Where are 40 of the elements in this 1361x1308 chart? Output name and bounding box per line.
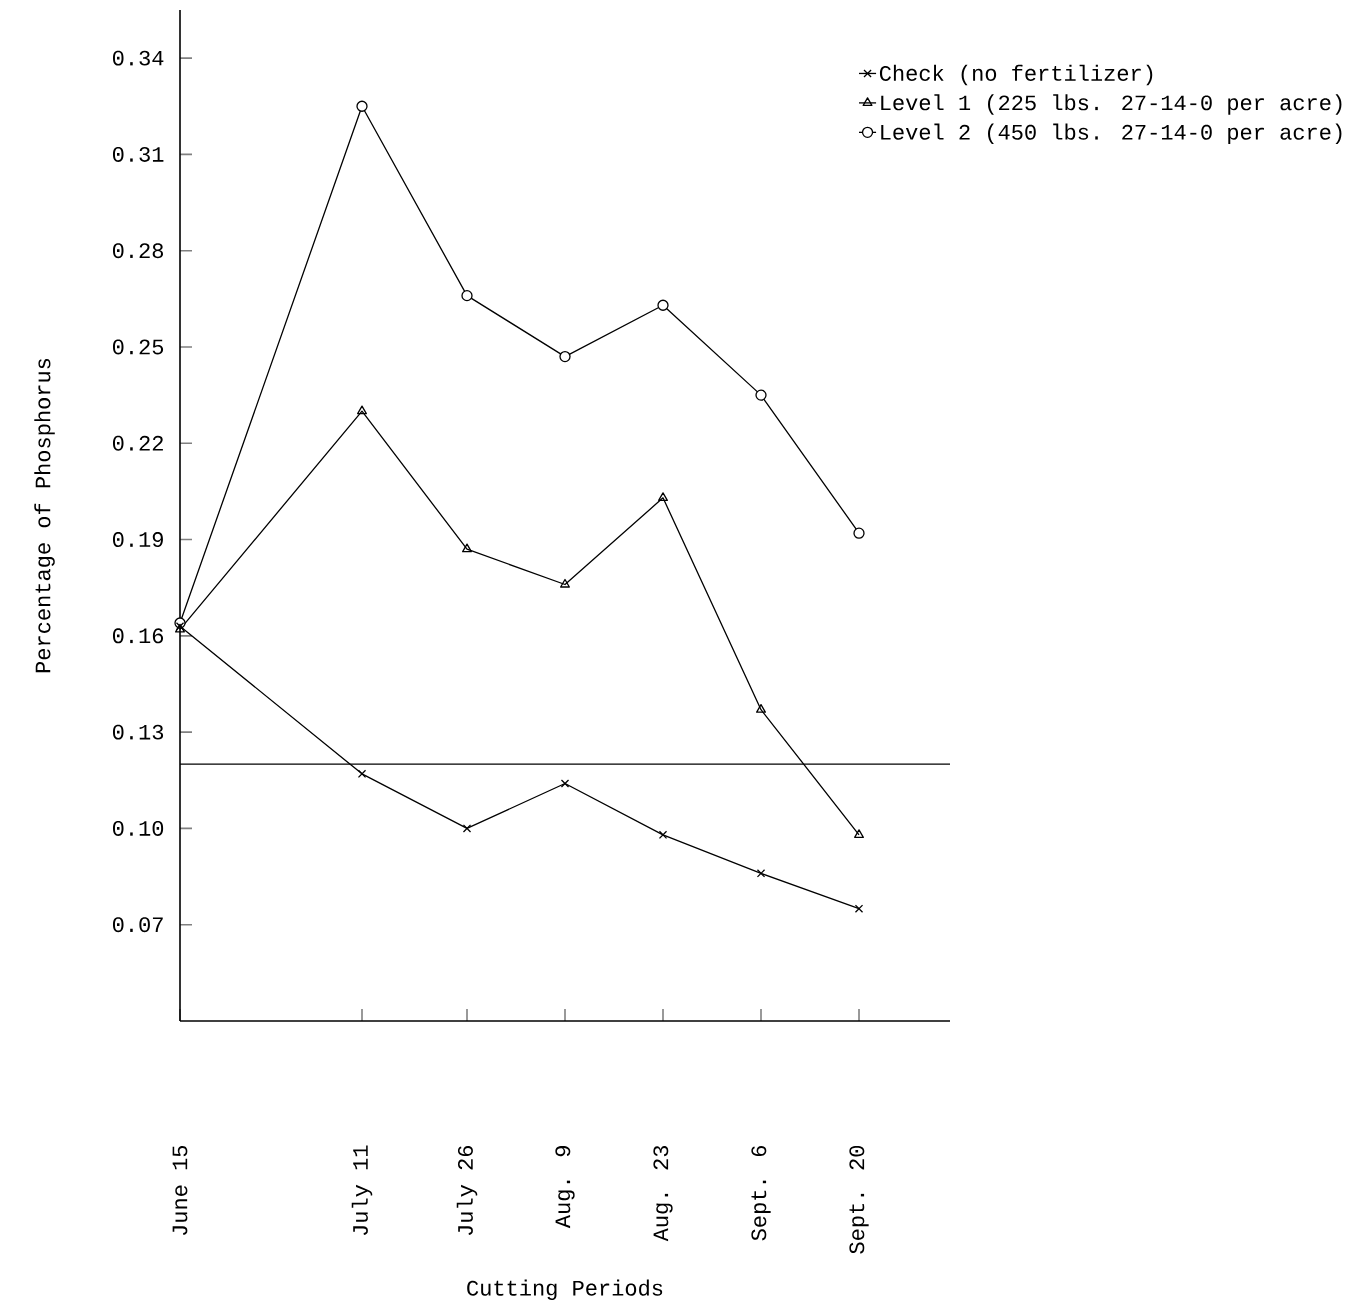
y-tick-label: 0.07 xyxy=(112,917,163,933)
point xyxy=(462,543,472,553)
point xyxy=(756,704,766,713)
point xyxy=(854,829,864,838)
y-axis-title: Percentage of Phosphorus xyxy=(34,358,55,673)
y-tick-label: 0.19 xyxy=(112,532,163,548)
y-tick-label: 0.16 xyxy=(112,628,164,644)
point xyxy=(854,904,864,913)
point xyxy=(356,100,368,112)
legend-label: Check (no fertilizer) xyxy=(879,64,1153,86)
x-axis-title: Cutting Periods xyxy=(467,1279,663,1301)
point xyxy=(560,779,570,788)
y-tick-label: 0.31 xyxy=(112,146,164,162)
y-tick-label: 0.22 xyxy=(112,435,163,451)
point xyxy=(560,578,570,588)
point xyxy=(756,869,766,878)
point xyxy=(755,389,767,401)
point xyxy=(462,824,472,833)
y-tick-label: 0.34 xyxy=(112,50,164,66)
legend-label: Level 1 (225 lbs. 27-14-0 per acre) xyxy=(881,94,1342,115)
y-tick-label: 0.28 xyxy=(112,243,164,259)
x-tick-label: Sept. 20 xyxy=(849,1145,869,1254)
x-tick-label: Aug. 23 xyxy=(653,1145,673,1242)
point xyxy=(658,492,668,501)
x-tick-label: July 11 xyxy=(351,1145,373,1236)
point xyxy=(357,769,367,779)
legend-label: Level 2 (450 lbs. 27-14-0 per acre) xyxy=(881,123,1342,145)
point xyxy=(559,350,571,363)
point xyxy=(357,405,367,415)
point xyxy=(461,289,473,302)
y-tick-label: 0.13 xyxy=(112,724,164,740)
x-tick-label: July 26 xyxy=(456,1145,478,1236)
x-tick-label: Sept. 6 xyxy=(751,1145,771,1241)
y-tick-label: 0.10 xyxy=(112,820,164,836)
y-tick-label: 0.25 xyxy=(112,339,164,355)
point xyxy=(658,830,668,840)
point xyxy=(853,527,865,539)
x-tick-label: June 15 xyxy=(172,1145,188,1236)
point xyxy=(657,299,669,311)
x-tick-label: Aug. 9 xyxy=(555,1146,575,1229)
